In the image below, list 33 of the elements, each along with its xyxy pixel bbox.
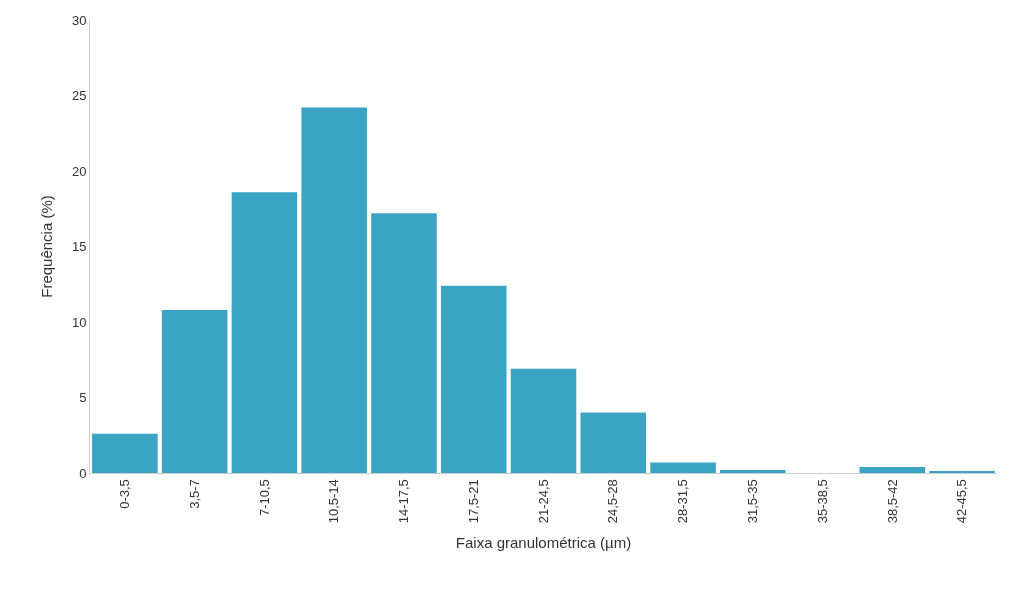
bar — [371, 213, 437, 473]
x-tick-label: 0-3,5 — [117, 479, 133, 509]
y-tick-label: 30 — [71, 12, 87, 28]
y-tick-label: 10 — [71, 314, 87, 330]
x-tick-label: 28-31,5 — [675, 479, 691, 524]
bar — [440, 285, 507, 473]
x-tick-label: 3,5-7 — [186, 479, 202, 509]
bar — [231, 192, 298, 473]
x-tick-label: 14-17,5 — [396, 479, 412, 524]
x-axis-title: Faixa granulométrica (µm) — [455, 534, 632, 552]
y-axis-title: Frequência (%) — [38, 195, 56, 298]
x-tick-label: 17,5-21 — [465, 479, 481, 524]
bar — [92, 433, 158, 473]
y-tick-label: 5 — [79, 390, 87, 406]
bar — [510, 368, 577, 473]
bar — [580, 412, 647, 473]
x-tick-label: 31,5-35 — [745, 479, 761, 524]
y-tick-label: 0 — [79, 465, 87, 481]
x-tick-label: 24,5-28 — [605, 479, 621, 524]
x-tick-label: 10,5-14 — [326, 479, 342, 524]
x-tick-label: 35-38,5 — [814, 479, 830, 524]
y-tick-label: 20 — [71, 163, 87, 179]
y-tick-label: 25 — [71, 88, 87, 104]
x-tick-label: 7-10,5 — [256, 479, 272, 517]
bar — [301, 107, 367, 473]
bar — [720, 469, 786, 473]
bar — [161, 309, 228, 473]
bar — [859, 466, 926, 473]
x-tick-label: 38,5-42 — [884, 479, 900, 524]
bar — [650, 462, 716, 473]
x-tick-label: 21-24,5 — [535, 479, 551, 524]
y-tick-label: 15 — [71, 239, 87, 255]
x-tick-label: 42-45,5 — [954, 479, 970, 524]
